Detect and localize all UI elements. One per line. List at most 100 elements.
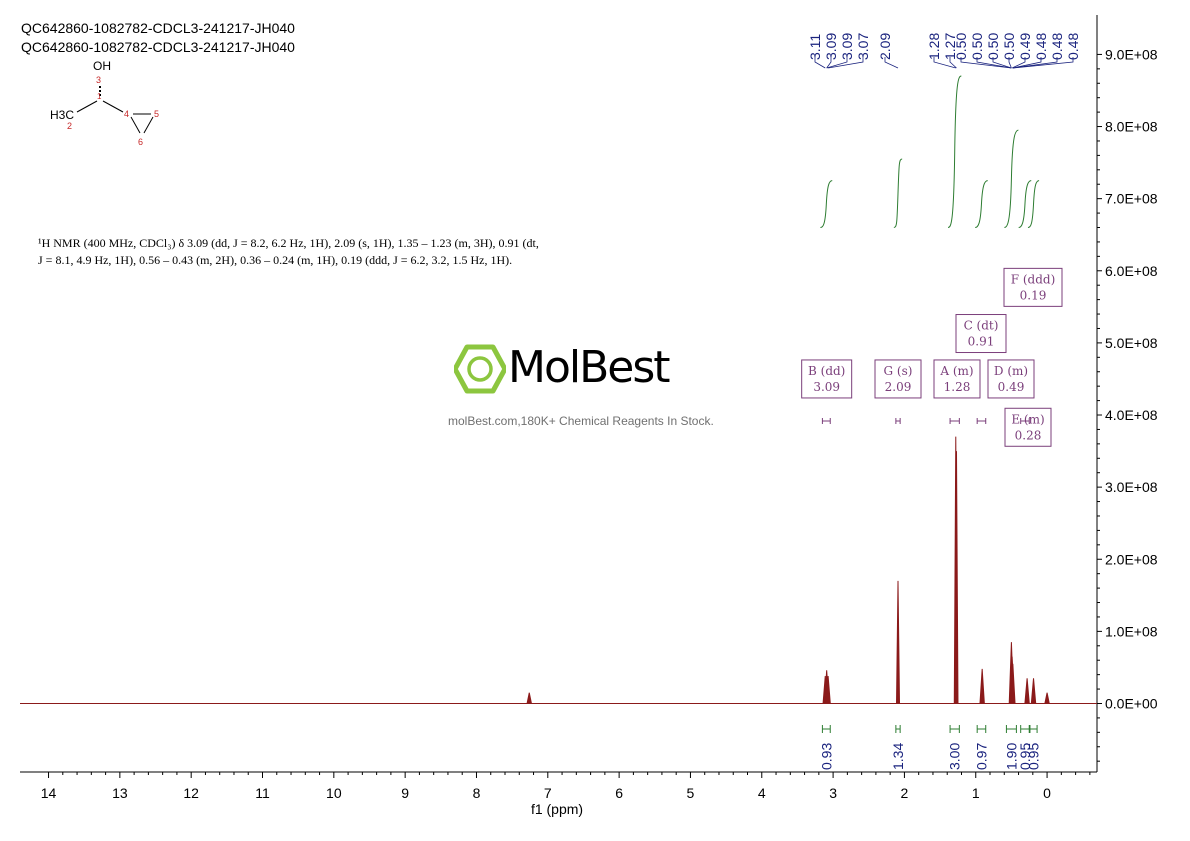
integral-curve <box>947 75 962 229</box>
peak-label: 0.50 <box>1001 33 1017 60</box>
peak-label-leader <box>1012 57 1042 69</box>
atom-number-1: 1 <box>97 92 102 101</box>
x-tick-label: 8 <box>473 785 481 801</box>
multiplet-shift: 3.09 <box>813 380 840 394</box>
watermark-brand: MolBest <box>508 342 671 393</box>
x-tick-label: 11 <box>255 785 270 801</box>
y-tick-label: 6.0E+08 <box>1105 263 1158 279</box>
integral-curve <box>893 158 903 229</box>
multiplet-shift: 1.28 <box>944 380 971 394</box>
spectrum-peak <box>895 580 901 704</box>
methyl-label: H3C <box>50 108 74 122</box>
y-tick-label: 4.0E+08 <box>1105 407 1158 423</box>
peak-label: 0.50 <box>969 33 985 60</box>
x-tick-label: 4 <box>758 785 766 801</box>
spectrum-peak <box>1024 678 1030 704</box>
spectrum-peak <box>954 451 959 704</box>
y-tick-label: 2.0E+08 <box>1105 551 1158 567</box>
spectrum-peak <box>953 436 958 704</box>
bond-c4-c6 <box>130 116 141 134</box>
multiplet-shift: 0.28 <box>1015 428 1042 442</box>
peak-label-leader <box>1008 57 1012 69</box>
hydroxyl-label: OH <box>93 59 111 73</box>
peak-label-leader <box>884 57 899 69</box>
x-tick-label: 13 <box>112 785 128 801</box>
spectrum-peak <box>1009 656 1015 704</box>
multiplet-shift: 2.09 <box>885 380 912 394</box>
multiplet-label: A (m) <box>939 364 973 378</box>
integral-curve <box>820 180 833 229</box>
integral-value: 1.34 <box>890 743 906 770</box>
integral-curve <box>975 180 988 229</box>
integral-value: 0.95 <box>1017 743 1033 770</box>
molecule-structure: OH 3 1 H3C 2 4 5 6 <box>50 59 159 147</box>
multiplet-label: F (ddd) <box>1011 272 1056 286</box>
multiplet-shift: 0.91 <box>968 335 995 349</box>
y-tick-label: 3.0E+08 <box>1105 479 1158 495</box>
integral-value: 1.90 <box>1003 743 1019 770</box>
integral-curve <box>1018 180 1032 229</box>
watermark: MolBest molBest.com,180K+ Chemical Reage… <box>448 340 748 435</box>
peak-label: 3.09 <box>839 33 855 60</box>
watermark-tagline: molBest.com,180K+ Chemical Reagents In S… <box>448 414 714 428</box>
bond-c1-c4 <box>102 100 124 113</box>
y-tick-label: 7.0E+08 <box>1105 191 1158 207</box>
peak-label: 0.50 <box>985 33 1001 60</box>
multiplet-box <box>1003 267 1063 307</box>
multiplet-box <box>1004 407 1052 447</box>
y-tick-label: 1.0E+08 <box>1105 623 1158 639</box>
x-tick-label: 6 <box>615 785 623 801</box>
integral-curve <box>1027 180 1040 229</box>
peak-label-leader <box>976 57 1012 69</box>
benzene-logo-icon <box>454 344 506 394</box>
bond-c5-c6 <box>143 116 154 134</box>
x-tick-label: 3 <box>829 785 837 801</box>
peak-label: 1.27 <box>942 33 958 60</box>
multiplet-label: B (dd) <box>808 364 845 378</box>
atom-number-2: 2 <box>67 121 72 131</box>
peak-label-leader <box>992 57 1012 69</box>
integral-curve <box>1004 129 1019 229</box>
peak-label: 2.09 <box>877 33 893 60</box>
spectrum-peak <box>825 676 831 704</box>
spectrum-peak <box>1008 642 1015 704</box>
spectrum-peak <box>526 692 533 704</box>
multiplet-label: G (s) <box>884 364 913 378</box>
spectrum-title-line-2: QC642860-1082782-CDCL3-241217-JH040 <box>21 39 295 55</box>
peak-label-leader <box>1012 57 1074 69</box>
x-tick-label: 14 <box>41 785 57 801</box>
multiplet-box <box>874 359 922 399</box>
spectrum-peak <box>1030 678 1037 704</box>
peak-label: 0.49 <box>1017 33 1033 60</box>
x-tick-label: 12 <box>183 785 199 801</box>
integral-value: 0.93 <box>818 743 834 770</box>
x-tick-label: 9 <box>401 785 409 801</box>
peak-label: 1.28 <box>926 33 942 60</box>
x-tick-label: 5 <box>687 785 695 801</box>
peak-label: 0.48 <box>1065 33 1081 60</box>
spectrum-peak <box>823 670 830 704</box>
y-tick-label: 9.0E+08 <box>1105 46 1158 62</box>
peak-label-leader <box>949 57 957 69</box>
nmr-description-line-2: J = 8.1, 4.9 Hz, 1H), 0.56 – 0.43 (m, 2H… <box>38 253 513 267</box>
spectrum-title-line-1: QC642860-1082782-CDCL3-241217-JH040 <box>21 20 295 36</box>
nmr-description-line-1: ¹H NMR (400 MHz, CDCl₃) δ 3.09 (dd, J = … <box>38 236 539 250</box>
multiplet-label: D (m) <box>994 364 1028 378</box>
peak-label-leader <box>1012 57 1058 69</box>
peak-label: 0.48 <box>1033 33 1049 60</box>
multiplet-box <box>955 314 1007 354</box>
y-tick-label: 5.0E+08 <box>1105 335 1158 351</box>
multiplet-box <box>801 359 853 399</box>
x-tick-label: 0 <box>1043 785 1051 801</box>
peak-label: 3.07 <box>855 33 871 60</box>
bond-c2-c1 <box>76 100 98 113</box>
y-tick-label: 8.0E+08 <box>1105 119 1158 135</box>
x-tick-label: 7 <box>544 785 552 801</box>
peak-label-leader <box>826 57 848 69</box>
multiplet-box <box>933 359 981 399</box>
x-axis-label: f1 (ppm) <box>531 801 583 817</box>
peak-label-leader <box>960 57 1012 69</box>
atom-number-4: 4 <box>124 109 129 119</box>
multiplet-box <box>987 359 1035 399</box>
peak-label: 0.48 <box>1049 33 1065 60</box>
